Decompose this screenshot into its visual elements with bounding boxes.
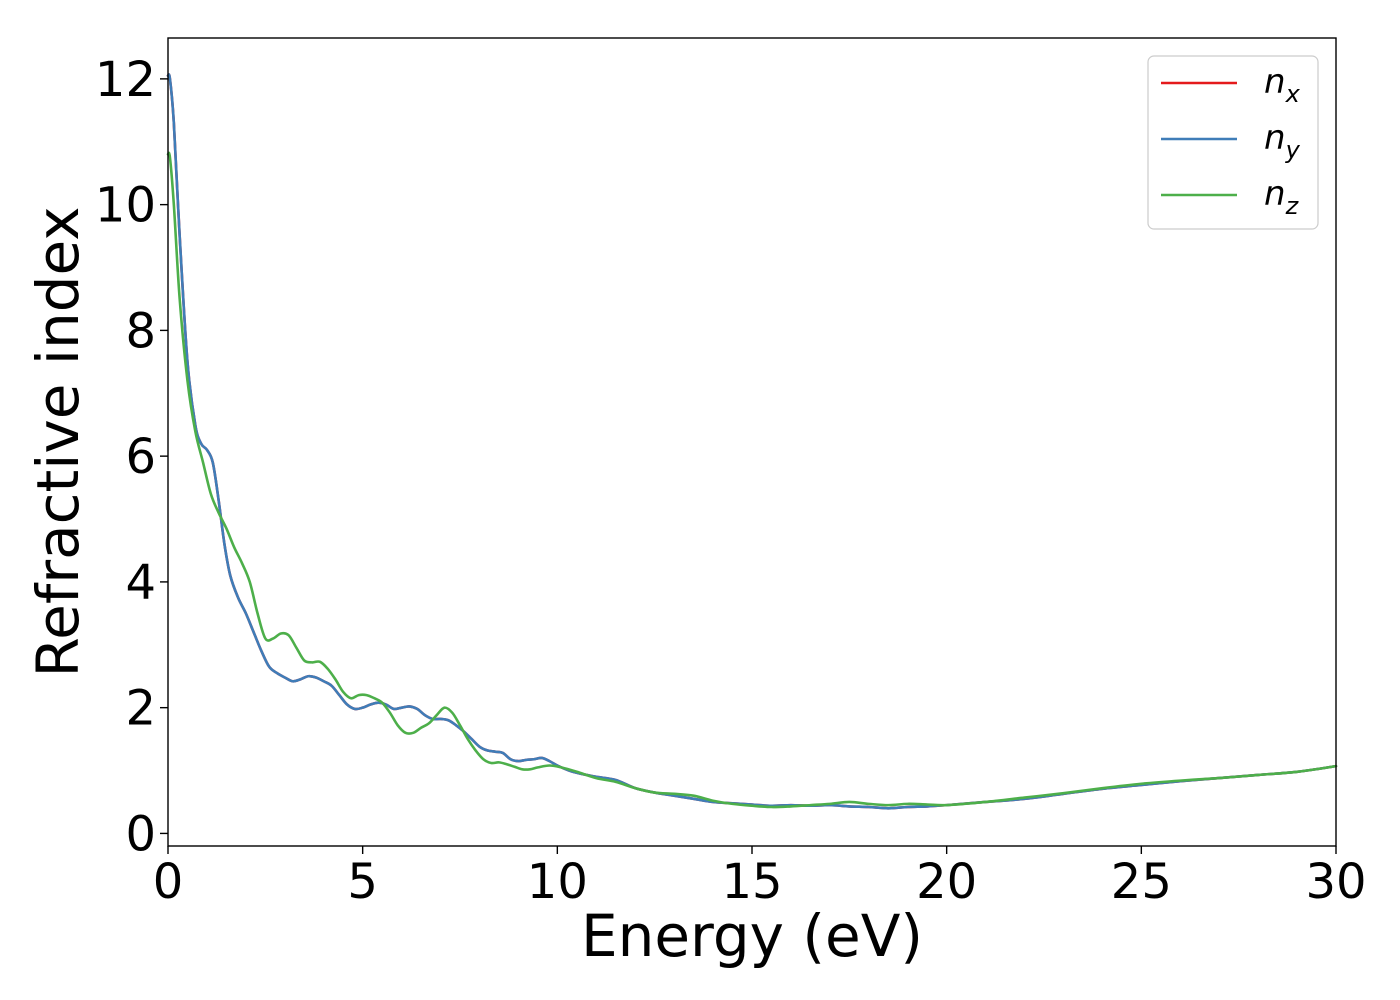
y-tick-label: 8 <box>125 303 156 359</box>
y-axis-ticks: 0 2 4 6 8 10 12 <box>95 52 168 862</box>
x-tick-label: 15 <box>721 854 782 910</box>
x-tick-label: 10 <box>527 854 588 910</box>
y-tick-label: 6 <box>125 429 156 485</box>
y-tick-label: 2 <box>125 681 156 737</box>
x-axis-ticks: 0 5 10 15 20 25 30 <box>153 846 1367 910</box>
x-tick-label: 20 <box>916 854 977 910</box>
series-line-nz <box>166 151 1338 809</box>
legend-subscript: z <box>1285 192 1300 220</box>
series-line-ny <box>166 73 1338 810</box>
y-axis-label: Refractive index <box>24 206 92 677</box>
legend-box <box>1147 55 1319 230</box>
y-tick-label: 4 <box>125 555 156 611</box>
y-tick-label: 12 <box>95 52 156 108</box>
x-tick-label: 25 <box>1111 854 1172 910</box>
legend-subscript: y <box>1285 136 1301 164</box>
series-layer <box>166 73 1338 810</box>
x-tick-label: 0 <box>153 854 184 910</box>
legend-subscript: x <box>1285 80 1301 108</box>
y-tick-label: 0 <box>125 806 156 862</box>
x-axis-label: Energy (eV) <box>581 902 923 970</box>
x-tick-label: 30 <box>1305 854 1366 910</box>
y-tick-label: 10 <box>95 178 156 234</box>
x-tick-label: 5 <box>347 854 378 910</box>
